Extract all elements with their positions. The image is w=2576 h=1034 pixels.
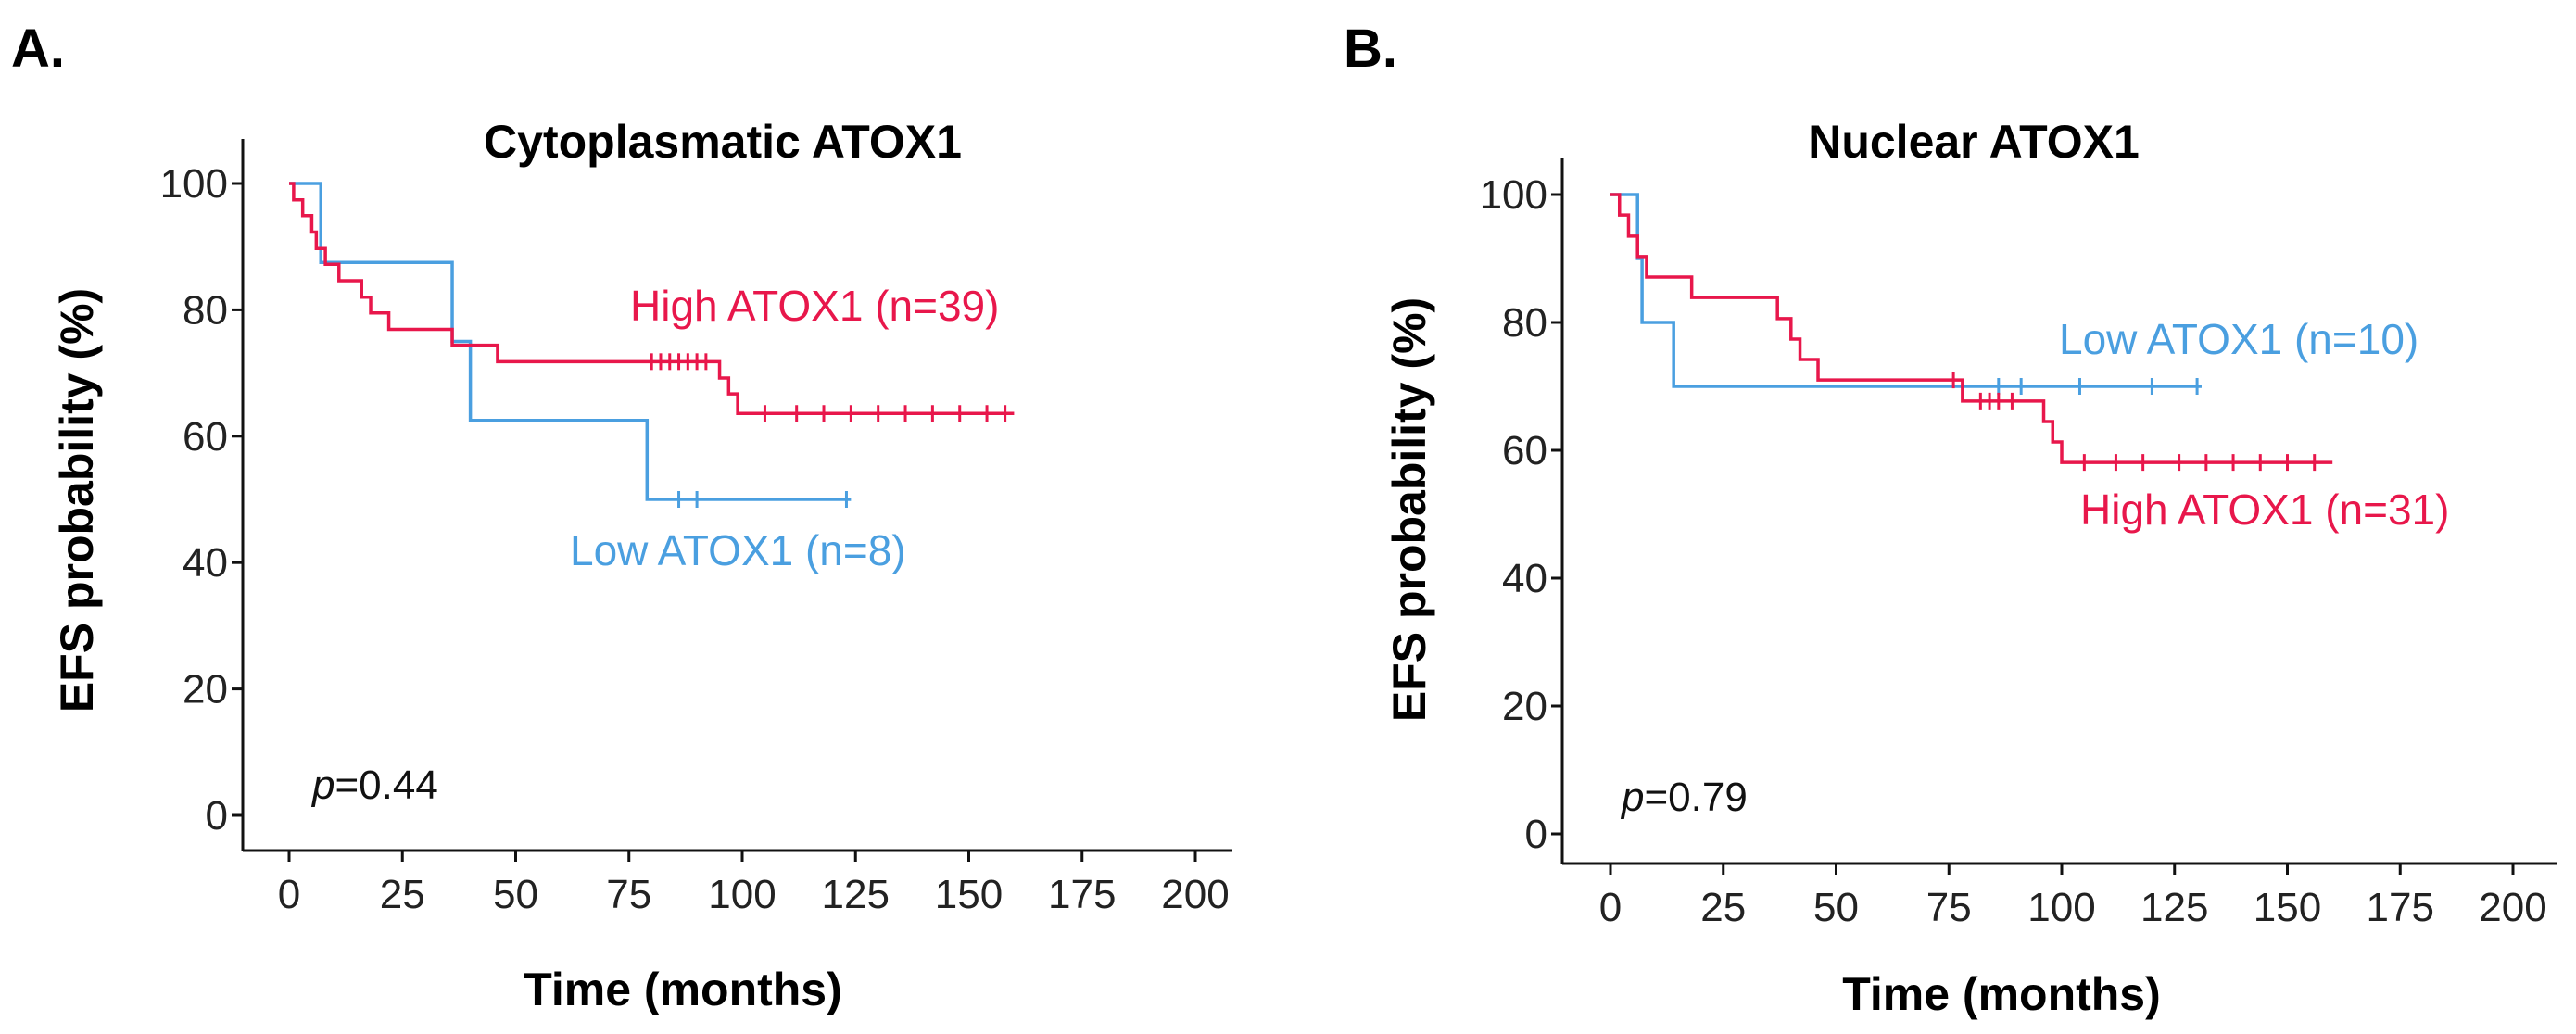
- panel-a-y-tick-label: 80: [183, 287, 228, 333]
- panel-b-x-tick-label: 75: [1926, 885, 1972, 930]
- panel-b-y-tick-label: 0: [1525, 812, 1547, 857]
- panel-b-y-tick-label: 80: [1502, 300, 1547, 346]
- panel-a-series: [289, 182, 1015, 508]
- panel-b-legend-high: High ATOX1 (n=31): [2080, 485, 2449, 534]
- panel-b-x-tick-label: 25: [1700, 885, 1746, 930]
- panel-a-y-ticks: 0 20 40 60 80 100: [160, 161, 243, 839]
- panel-a-legend-low: Low ATOX1 (n=8): [570, 526, 906, 574]
- panel-b-x-tick-label: 125: [2140, 885, 2208, 930]
- panel-b-x-tick-label: 175: [2367, 885, 2434, 930]
- panel-a-legend-high: High ATOX1 (n=39): [630, 282, 999, 330]
- panel-b-y-tick-label: 40: [1502, 556, 1547, 601]
- panel-b-high-curve: [1610, 193, 2333, 464]
- panel-a-x-tick-label: 175: [1048, 872, 1116, 917]
- panel-b-x-tick-label: 0: [1599, 885, 1622, 930]
- panel-b-x-tick-label: 100: [2027, 885, 2095, 930]
- panel-b-y-tick-label: 60: [1502, 428, 1547, 473]
- panel-a: A. Cytoplasmatic ATOX1 EFS probability (…: [11, 19, 1232, 1015]
- panel-b: B. Nuclear ATOX1 EFS probability (%) Tim…: [1344, 19, 2557, 1020]
- panel-b-y-ticks: 0 20 40 60 80 100: [1480, 172, 1562, 857]
- panel-b-y-tick-label: 100: [1480, 172, 1547, 218]
- panel-a-y-tick-label: 20: [183, 667, 228, 712]
- panel-a-x-tick-label: 25: [380, 872, 425, 917]
- panel-a-label: A.: [11, 19, 65, 79]
- panel-a-high-curve: [289, 182, 1015, 415]
- panel-b-ylabel: EFS probability (%): [1383, 297, 1435, 722]
- panel-b-series: [1610, 193, 2333, 472]
- panel-a-x-ticks: 0 25 50 75 100 125 150 175 200: [278, 851, 1230, 917]
- panel-b-x-tick-label: 200: [2479, 885, 2546, 930]
- panel-b-y-tick-label: 20: [1502, 684, 1547, 729]
- panel-a-x-tick-label: 0: [278, 872, 300, 917]
- panel-a-ylabel: EFS probability (%): [51, 288, 103, 712]
- panel-b-x-tick-label: 50: [1813, 885, 1859, 930]
- panel-b-low-curve: [1610, 193, 2202, 388]
- panel-b-label: B.: [1344, 19, 1397, 79]
- panel-b-legend-low: Low ATOX1 (n=10): [2059, 315, 2418, 363]
- panel-b-x-ticks: 0 25 50 75 100 125 150 175 200: [1599, 864, 2547, 930]
- panel-a-x-tick-label: 50: [493, 872, 538, 917]
- panel-a-xlabel: Time (months): [524, 964, 842, 1015]
- panel-a-y-tick-label: 60: [183, 414, 228, 460]
- panel-b-x-tick-label: 150: [2254, 885, 2321, 930]
- panel-a-low-curve: [289, 182, 852, 501]
- panel-a-x-tick-label: 150: [935, 872, 1003, 917]
- panel-a-x-tick-label: 100: [708, 872, 776, 917]
- panel-a-x-tick-label: 125: [822, 872, 890, 917]
- panel-b-title: Nuclear ATOX1: [1808, 116, 2140, 168]
- panel-a-y-tick-label: 40: [183, 540, 228, 586]
- panel-a-y-tick-label: 0: [206, 793, 228, 839]
- panel-b-xlabel: Time (months): [1842, 968, 2161, 1020]
- panel-a-x-tick-label: 75: [606, 872, 651, 917]
- panel-a-x-tick-label: 200: [1161, 872, 1229, 917]
- panel-a-p-value: p=0.44: [310, 763, 438, 808]
- panel-b-p-value: p=0.79: [1620, 775, 1748, 820]
- panel-a-title: Cytoplasmatic ATOX1: [484, 116, 962, 168]
- panel-a-y-tick-label: 100: [160, 161, 228, 207]
